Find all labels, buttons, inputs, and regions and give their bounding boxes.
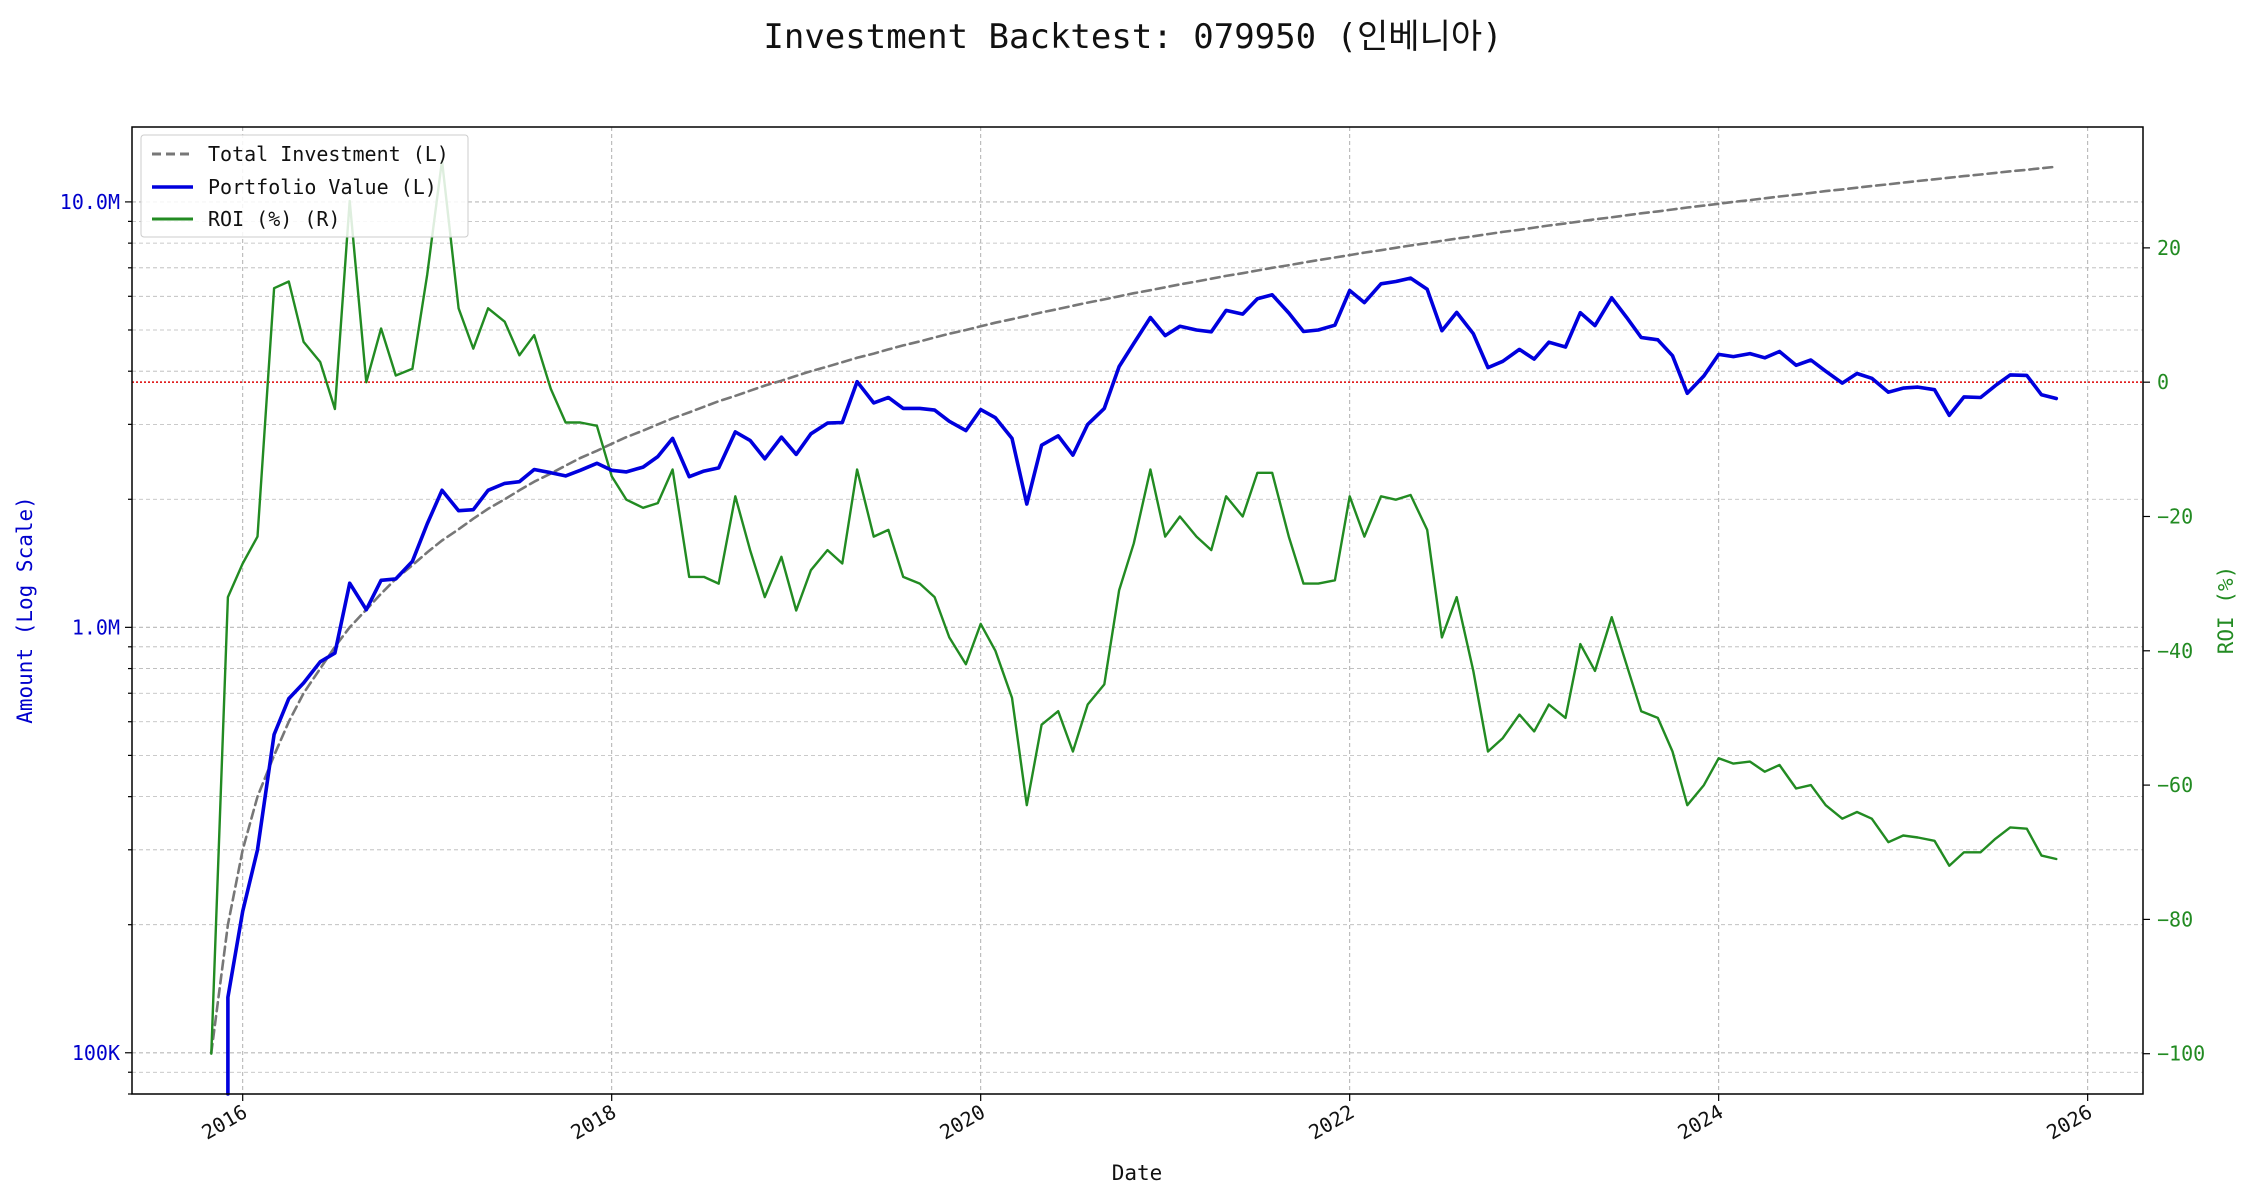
grid-layer [132, 127, 2143, 1095]
left-tick-label: 10.0M [60, 190, 120, 214]
bottom-axis-ticks: 2016 2018 2020 2022 2024 2026 [197, 1094, 2096, 1144]
bottom-tick-label: 2018 [566, 1100, 620, 1145]
bottom-tick-label: 2024 [1673, 1100, 1727, 1145]
plot-frame [131, 126, 2144, 1095]
left-axis-label: Amount (Log Scale) [13, 496, 37, 724]
bottom-tick-label: 2016 [197, 1100, 251, 1145]
right-tick-label: −80 [2157, 907, 2193, 931]
x-axis-label: Date [1112, 1161, 1163, 1185]
series-layer [210, 159, 2059, 1096]
legend-label-portfolio-value: Portfolio Value (L) [208, 175, 437, 199]
total-investment-line [210, 165, 2058, 1055]
roi-line [210, 159, 2058, 1055]
bottom-tick-label: 2020 [935, 1100, 989, 1145]
bottom-tick-label: 2026 [2042, 1100, 2096, 1145]
portfolio-value-line [226, 276, 2059, 1096]
legend-label-roi: ROI (%) (R) [208, 207, 340, 231]
right-tick-label: −100 [2157, 1042, 2205, 1066]
left-tick-label: 100K [72, 1041, 120, 1065]
right-tick-label: −60 [2157, 773, 2193, 797]
right-tick-label: 20 [2157, 236, 2181, 260]
left-tick-label: 1.0M [72, 615, 120, 639]
right-tick-label: 0 [2157, 370, 2169, 394]
chart-title: Investment Backtest: 079950 (인베니아) [763, 17, 1502, 57]
right-axis-label: ROI (%) [2214, 566, 2238, 655]
right-tick-label: −20 [2157, 504, 2193, 528]
legend: Total Investment (L) Portfolio Value (L)… [140, 134, 469, 238]
right-axis-ticks: −100 −80 −60 −40 −20 0 20 [2143, 236, 2205, 1066]
legend-label-total-investment: Total Investment (L) [208, 142, 449, 166]
right-tick-label: −40 [2157, 639, 2193, 663]
legend-box [140, 134, 469, 238]
bottom-tick-label: 2022 [1304, 1100, 1358, 1145]
left-axis-ticks: 100K 1.0M 10.0M [60, 190, 132, 1095]
